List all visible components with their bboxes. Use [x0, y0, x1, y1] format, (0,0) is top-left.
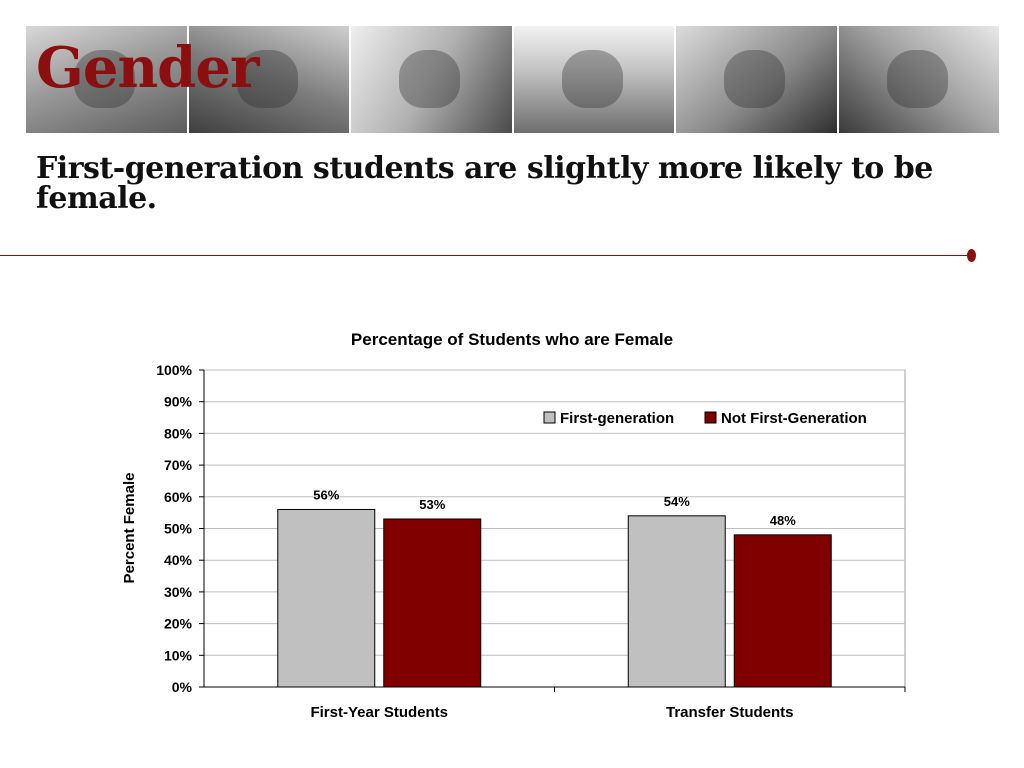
student-laptop-photo: [513, 26, 674, 133]
y-tick-label: 50%: [164, 521, 193, 537]
graduates-photo: [676, 26, 837, 133]
legend-swatch: [543, 411, 556, 424]
page-title: Gender: [36, 35, 259, 101]
y-tick-label: 80%: [164, 425, 193, 441]
bar-not-first-generation-1: [733, 534, 832, 688]
data-label: 54%: [664, 494, 690, 509]
legend-label: First-generation: [560, 410, 674, 427]
y-tick-label: 40%: [164, 552, 193, 568]
y-axis-title: Percent Female: [121, 473, 138, 584]
graduation-cap-photo: [838, 26, 999, 133]
y-tick-label: 60%: [164, 489, 193, 505]
y-tick-label: 0%: [172, 679, 193, 695]
y-tick-label: 70%: [164, 457, 193, 473]
divider-line: [0, 255, 970, 256]
bar-first-generation-0: [277, 508, 376, 688]
bar-not-first-generation-0: [383, 518, 482, 688]
x-category-label: Transfer Students: [666, 704, 794, 721]
y-tick-label: 30%: [164, 584, 193, 600]
data-label: 53%: [419, 497, 445, 512]
divider-dot: [967, 249, 976, 262]
data-label: 48%: [770, 513, 796, 528]
legend-swatch: [704, 411, 717, 424]
students-studying-photo: [351, 26, 512, 133]
bar-first-generation-1: [627, 515, 726, 688]
chart-title: Percentage of Students who are Female: [351, 330, 673, 349]
y-tick-label: 100%: [156, 362, 192, 378]
y-tick-label: 20%: [164, 616, 193, 632]
x-category-label: First-Year Students: [310, 704, 448, 721]
y-tick-label: 10%: [164, 647, 193, 663]
photo-banner: [26, 26, 999, 133]
y-tick-label: 90%: [164, 394, 193, 410]
page-subtitle: First-generation students are slightly m…: [36, 151, 933, 216]
student-lying-photo: [188, 26, 349, 133]
legend-label: Not First-Generation: [721, 410, 867, 427]
data-label: 56%: [313, 487, 339, 502]
students-photo: [26, 26, 187, 133]
